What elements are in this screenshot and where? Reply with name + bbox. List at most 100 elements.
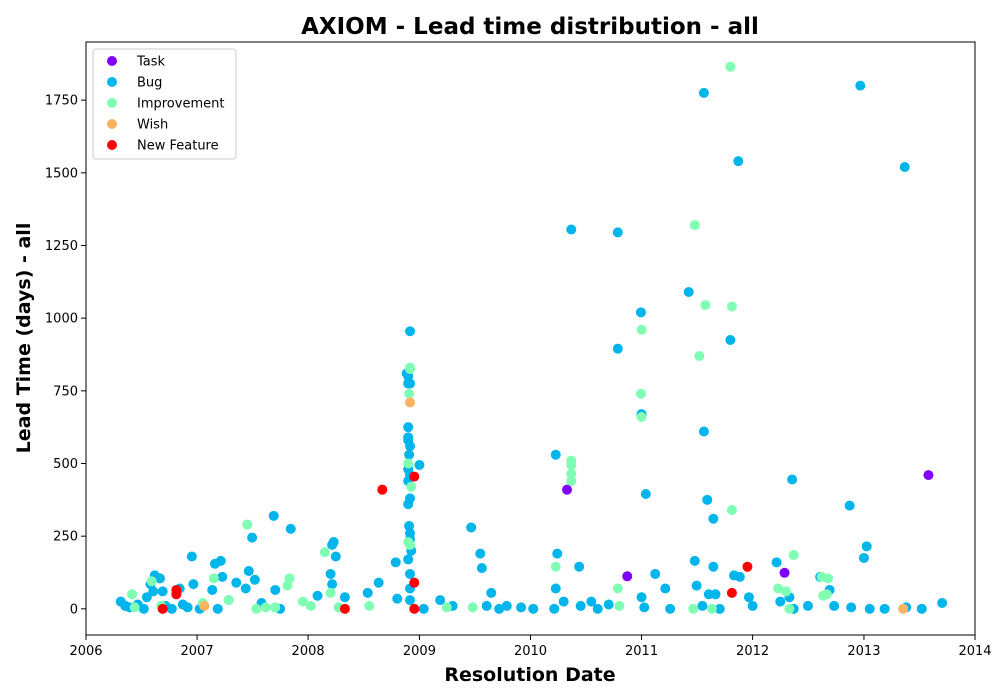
- point-bug: [158, 586, 168, 596]
- point-improvement: [224, 595, 234, 605]
- point-bug: [702, 495, 712, 505]
- point-bug: [613, 227, 623, 237]
- point-improvement: [566, 476, 576, 486]
- point-improvement: [727, 505, 737, 515]
- point-improvement: [614, 601, 624, 611]
- point-bug: [329, 537, 339, 547]
- point-bug: [641, 489, 651, 499]
- point-bug: [466, 522, 476, 532]
- y-tick-label: 250: [53, 530, 78, 545]
- legend: Task Bug Improvement Wish New Feature: [93, 49, 236, 159]
- point-bug: [735, 572, 745, 582]
- point-improvement: [789, 550, 799, 560]
- point-bug: [665, 604, 675, 614]
- point-bug: [486, 588, 496, 598]
- y-tick-label: 500: [53, 457, 78, 472]
- point-bug: [326, 569, 336, 579]
- point-improvement: [707, 604, 717, 614]
- point-bug: [637, 592, 647, 602]
- point-bug: [167, 604, 177, 614]
- point-improvement: [270, 602, 280, 612]
- x-tick-label: 2013: [847, 644, 880, 659]
- point-improvement: [442, 602, 452, 612]
- point-bug: [502, 601, 512, 611]
- point-bug: [405, 595, 415, 605]
- x-tick-label: 2011: [625, 644, 658, 659]
- x-tick-label: 2009: [403, 644, 436, 659]
- point-bug: [327, 579, 337, 589]
- legend-label-new-feature: New Feature: [137, 139, 219, 154]
- point-improvement: [784, 604, 794, 614]
- point-improvement: [209, 573, 219, 583]
- y-tick-label: 1500: [45, 166, 78, 181]
- point-improvement: [251, 604, 261, 614]
- point-bug: [188, 579, 198, 589]
- point-bug: [699, 88, 709, 98]
- legend-label-task: Task: [136, 55, 166, 70]
- point-bug: [549, 604, 559, 614]
- legend-marker-improvement: [107, 98, 117, 108]
- point-bug: [269, 511, 279, 521]
- point-improvement: [694, 351, 704, 361]
- x-tick-label: 2007: [181, 644, 214, 659]
- point-improvement: [725, 62, 735, 72]
- point-bug: [566, 224, 576, 234]
- point-bug: [217, 572, 227, 582]
- point-bug: [845, 501, 855, 511]
- y-tick-label: 0: [70, 602, 78, 617]
- x-axis: 2006 2007 2008 2009 2010 2011 2012 2013 2014: [69, 635, 991, 659]
- point-bug: [900, 162, 910, 172]
- point-new-feature: [171, 589, 181, 599]
- point-new-feature: [742, 562, 752, 572]
- point-bug: [613, 344, 623, 354]
- point-new-feature: [377, 485, 387, 495]
- point-bug: [139, 604, 149, 614]
- point-bug: [313, 591, 323, 601]
- point-improvement: [822, 589, 832, 599]
- point-bug: [855, 81, 865, 91]
- point-wish: [199, 601, 209, 611]
- point-bug: [475, 549, 485, 559]
- x-tick-label: 2012: [736, 644, 769, 659]
- point-bug: [725, 335, 735, 345]
- point-bug: [250, 575, 260, 585]
- point-bug: [363, 588, 373, 598]
- legend-label-improvement: Improvement: [137, 97, 224, 112]
- point-bug: [699, 427, 709, 437]
- point-new-feature: [409, 472, 419, 482]
- point-wish: [405, 397, 415, 407]
- point-bug: [733, 156, 743, 166]
- point-bug: [405, 326, 415, 336]
- point-bug: [482, 601, 492, 611]
- point-bug: [148, 586, 158, 596]
- point-bug: [374, 578, 384, 588]
- point-bug: [231, 578, 241, 588]
- point-bug: [528, 604, 538, 614]
- point-bug: [405, 441, 415, 451]
- legend-label-wish: Wish: [137, 118, 168, 133]
- point-improvement: [566, 460, 576, 470]
- point-bug: [551, 450, 561, 460]
- legend-marker-new-feature: [107, 140, 117, 150]
- legend-marker-bug: [107, 77, 117, 87]
- point-bug: [829, 601, 839, 611]
- point-bug: [216, 556, 226, 566]
- point-bug: [593, 604, 603, 614]
- point-bug: [917, 604, 927, 614]
- point-wish: [898, 604, 908, 614]
- point-improvement: [242, 520, 252, 530]
- point-bug: [775, 597, 785, 607]
- point-bug: [419, 604, 429, 614]
- point-new-feature: [409, 578, 419, 588]
- point-task: [923, 470, 933, 480]
- point-bug: [639, 602, 649, 612]
- point-improvement: [405, 540, 415, 550]
- point-improvement: [147, 576, 157, 586]
- points-layer: [116, 62, 947, 614]
- legend-label-bug: Bug: [137, 76, 162, 91]
- point-new-feature: [409, 604, 419, 614]
- point-improvement: [637, 412, 647, 422]
- x-axis-label: Resolution Date: [444, 664, 615, 686]
- point-improvement: [690, 220, 700, 230]
- point-bug: [516, 602, 526, 612]
